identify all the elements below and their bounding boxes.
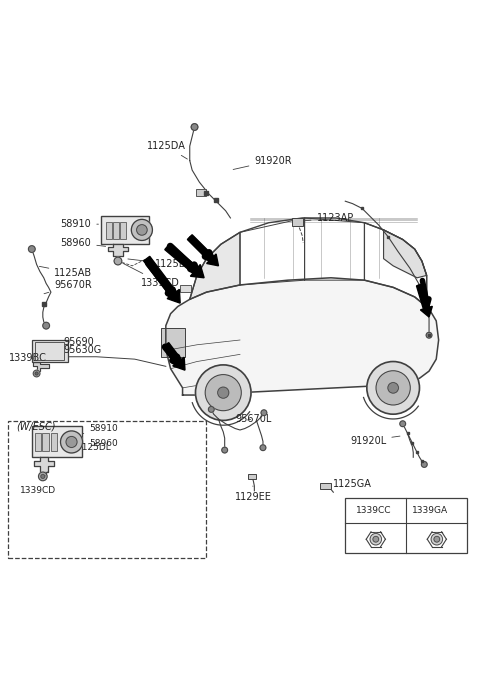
Bar [8,422,206,558]
Text: 1125GA: 1125GA [326,479,372,489]
Bar [180,285,191,292]
Text: 95690: 95690 [64,337,95,347]
Circle shape [400,421,406,426]
Text: 1339GA: 1339GA [412,505,448,515]
Circle shape [222,447,228,453]
Polygon shape [34,457,54,472]
Circle shape [208,407,214,412]
Text: 1339CC: 1339CC [356,505,391,515]
Text: 91920L: 91920L [350,435,400,445]
Polygon shape [167,290,180,303]
Bar [120,222,126,239]
Bar [196,189,206,197]
Polygon shape [190,233,240,299]
Bar [106,222,112,239]
Circle shape [43,322,49,329]
Circle shape [41,475,45,478]
Circle shape [205,375,241,411]
Bar [113,222,119,239]
Circle shape [367,362,420,414]
Circle shape [114,257,122,265]
Polygon shape [420,306,432,317]
Circle shape [431,534,443,545]
Circle shape [195,365,251,420]
Bar [292,218,303,226]
Circle shape [261,410,267,415]
Circle shape [260,445,266,451]
Polygon shape [173,357,185,370]
Bar [161,328,185,357]
Bar [345,498,468,553]
Polygon shape [163,343,181,364]
Polygon shape [384,230,427,278]
Polygon shape [33,362,48,371]
Circle shape [66,437,77,447]
Text: 58960: 58960 [60,238,106,248]
Text: 1339CD: 1339CD [20,479,56,495]
Text: 1125DL: 1125DL [128,259,192,269]
Circle shape [421,462,427,467]
Polygon shape [165,243,198,273]
Text: (W/ESC): (W/ESC) [16,422,56,432]
Polygon shape [144,256,176,296]
Text: 58910: 58910 [60,219,98,229]
Bar [248,473,256,479]
Circle shape [38,472,47,481]
Text: 1125DL: 1125DL [77,443,112,452]
Polygon shape [166,278,439,395]
Text: 1125AB: 1125AB [39,267,93,278]
Polygon shape [206,254,218,266]
Bar [321,483,331,489]
Text: 58960: 58960 [39,439,118,449]
Circle shape [28,245,35,252]
Text: 1339CD: 1339CD [123,263,180,288]
Bar [51,433,57,451]
Text: 95630G: 95630G [64,345,102,356]
Circle shape [434,537,440,542]
Bar [101,216,149,244]
Circle shape [376,371,410,405]
Polygon shape [108,244,128,256]
Circle shape [426,333,432,338]
Text: 58910: 58910 [72,424,118,437]
Circle shape [388,383,398,393]
Text: 95670L: 95670L [235,414,272,424]
Polygon shape [417,284,430,309]
Circle shape [60,431,83,453]
Circle shape [33,370,40,377]
Text: 1123AP: 1123AP [301,213,354,223]
Polygon shape [191,265,204,278]
Bar [32,426,82,457]
Circle shape [373,537,379,542]
Text: 1339BC: 1339BC [9,353,47,363]
Polygon shape [187,235,214,261]
Text: 1129EE: 1129EE [235,486,272,502]
Bar [32,340,68,362]
Circle shape [370,534,382,545]
Ellipse shape [132,220,153,241]
Bar [42,433,48,451]
Circle shape [218,387,229,398]
Text: 95670R: 95670R [44,280,92,294]
Circle shape [191,124,198,131]
Bar [35,433,41,451]
Circle shape [137,224,147,235]
Text: 91920R: 91920R [233,156,292,169]
Text: 1125DA: 1125DA [147,141,187,159]
Circle shape [35,372,38,375]
Bar [35,342,64,360]
